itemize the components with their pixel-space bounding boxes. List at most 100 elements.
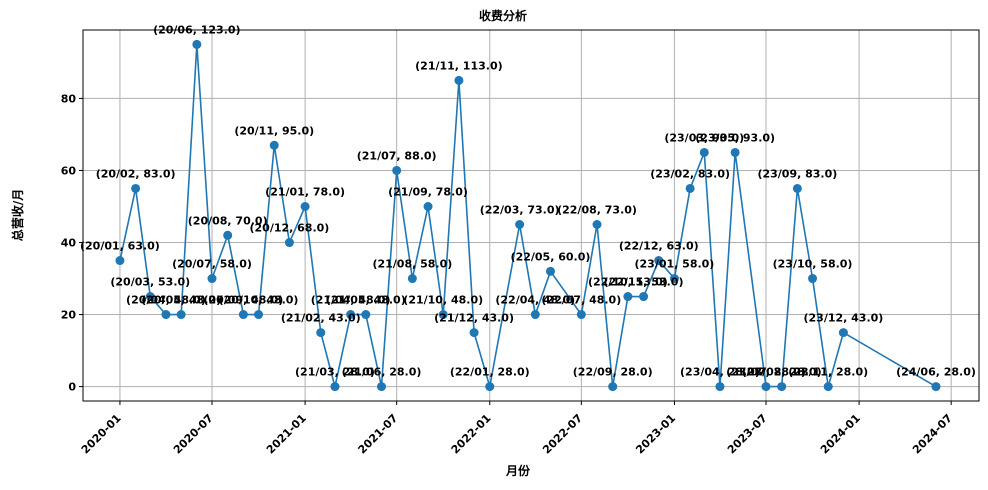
data-point: [576, 310, 586, 320]
data-label: (22/07, 48.0): [541, 294, 621, 307]
data-label: (21/07, 88.0): [357, 149, 437, 162]
data-point: [592, 220, 602, 230]
data-point: [330, 382, 340, 392]
data-point: [469, 328, 479, 338]
data-label: (21/09, 78.0): [388, 185, 468, 198]
data-label: (22/10, 53.0): [588, 276, 668, 289]
data-label: (20/03, 53.0): [110, 276, 190, 289]
data-label: (22/05, 60.0): [511, 250, 591, 263]
data-label: (22/08, 73.0): [557, 204, 637, 217]
data-point: [376, 382, 386, 392]
data-point: [685, 183, 695, 193]
data-label: (22/09, 28.0): [573, 366, 653, 379]
data-label: (20/02, 83.0): [96, 167, 176, 180]
data-point: [485, 382, 495, 392]
data-label: (20/11, 95.0): [234, 124, 314, 137]
data-label: (23/12, 43.0): [803, 312, 883, 325]
y-tick-label: 60: [61, 164, 77, 177]
data-point: [115, 256, 125, 266]
x-tick-label: 2023-07: [725, 412, 770, 457]
data-point: [438, 310, 448, 320]
data-point: [145, 292, 155, 302]
y-tick-label: 40: [61, 237, 77, 250]
data-label: (21/02, 43.0): [281, 312, 361, 325]
data-label: (20/07, 58.0): [172, 258, 252, 271]
data-label: (23/11, 28.0): [788, 366, 868, 379]
data-point: [392, 165, 402, 175]
data-label: (21/11, 113.0): [415, 59, 503, 72]
data-point: [838, 328, 848, 338]
data-label: (20/10, 48.0): [219, 294, 299, 307]
data-label: (22/03, 73.0): [480, 204, 560, 217]
data-label: (20/05, 48.0): [141, 294, 221, 307]
y-tick-label: 0: [68, 381, 76, 394]
data-label: (21/04, 48.0): [311, 294, 391, 307]
data-point: [699, 147, 709, 157]
y-axis: 0 20 40 60 80: [61, 92, 83, 394]
x-tick-label: 2020-07: [171, 412, 216, 457]
x-tick-label: 2022-01: [449, 412, 494, 457]
data-point: [223, 230, 233, 240]
data-label: (23/10, 58.0): [773, 258, 853, 271]
data-label: (21/10, 48.0): [403, 294, 483, 307]
data-point: [639, 292, 649, 302]
data-point: [254, 310, 264, 320]
data-point: [730, 147, 740, 157]
x-tick-label: 2024-01: [818, 412, 863, 457]
data-label: (20/01, 63.0): [80, 240, 160, 253]
data-point: [316, 328, 326, 338]
data-label: (22/01, 28.0): [450, 366, 530, 379]
data-point: [454, 75, 464, 85]
data-label: (23/09, 83.0): [757, 167, 837, 180]
data-label: (23/03, 93.0): [664, 131, 744, 144]
data-labels: (20/01, 63.0) (20/02, 83.0) (20/03, 53.0) (…: [80, 23, 976, 378]
data-label: (23/01, 58.0): [635, 258, 715, 271]
data-point: [238, 310, 248, 320]
x-tick-label: 2024-07: [910, 412, 955, 457]
x-tick-label: 2023-01: [633, 412, 678, 457]
data-point: [808, 274, 818, 284]
data-point: [423, 201, 433, 211]
data-label: (20/12, 68.0): [249, 222, 329, 235]
data-label: (23/05, 93.0): [695, 131, 775, 144]
data-point: [192, 39, 202, 49]
data-label: (21/06, 28.0): [342, 366, 422, 379]
x-tick-label: 2022-07: [540, 412, 585, 457]
data-point: [207, 274, 217, 284]
x-axis: 2020-01 2020-07 2021-01 2021-07 2022-01 2022-…: [79, 401, 955, 456]
x-tick-label: 2021-01: [264, 412, 309, 457]
data-point: [131, 183, 141, 193]
grid-lines: [83, 30, 979, 401]
chart-title: 收费分析: [479, 8, 527, 23]
data-label: (22/12, 63.0): [619, 240, 699, 253]
data-label: (21/05, 48.0): [326, 294, 406, 307]
data-label: (22/04, 48.0): [495, 294, 575, 307]
data-point: [545, 266, 555, 276]
data-point: [669, 274, 679, 284]
data-label: (23/02, 83.0): [650, 167, 730, 180]
data-point: [300, 201, 310, 211]
x-axis-label: 月份: [505, 463, 531, 478]
data-point: [623, 292, 633, 302]
data-label: (21/12, 43.0): [434, 312, 514, 325]
data-point: [608, 382, 618, 392]
y-tick-label: 20: [61, 309, 77, 322]
data-point: [777, 382, 787, 392]
data-label: (20/04, 48.0): [126, 294, 206, 307]
data-point: [176, 310, 186, 320]
data-label: (24/06, 28.0): [896, 366, 976, 379]
data-label: (22/11, 53.0): [604, 276, 684, 289]
data-label: (23/04, 28.0): [680, 366, 760, 379]
data-label: (23/07, 28.0): [726, 366, 806, 379]
data-point: [654, 256, 664, 266]
series-line: [119, 44, 937, 388]
data-point: [823, 382, 833, 392]
data-label: (20/08, 70.0): [188, 214, 268, 227]
data-point: [515, 220, 525, 230]
data-point: [361, 310, 371, 320]
data-point: [792, 183, 802, 193]
data-point: [931, 382, 941, 392]
y-axis-label: 总营收/月: [10, 189, 25, 241]
plot-frame: [82, 29, 980, 402]
